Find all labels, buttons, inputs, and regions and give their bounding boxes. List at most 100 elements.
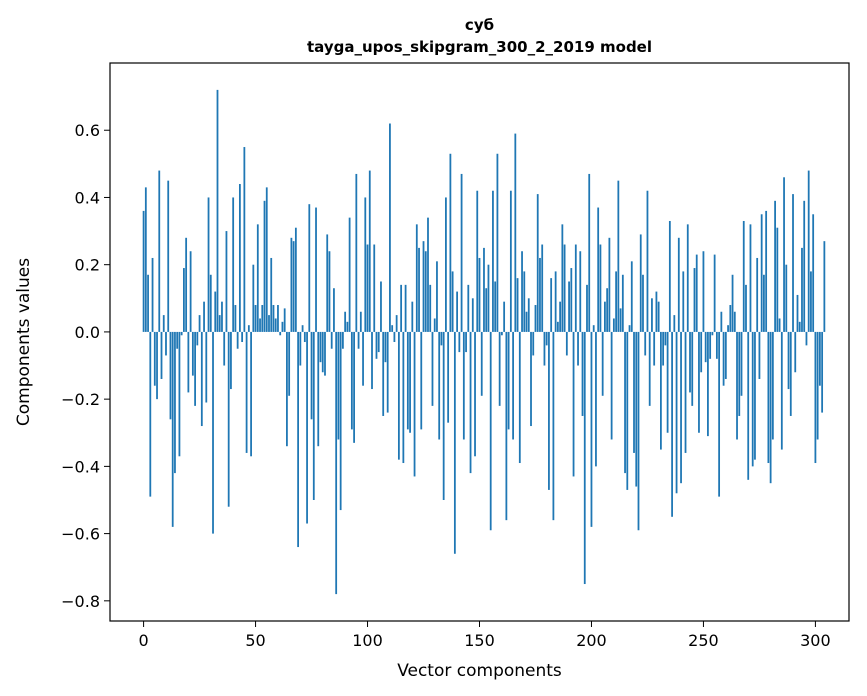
bar	[335, 331, 338, 595]
bar	[185, 237, 188, 332]
bar	[563, 244, 566, 332]
bar	[565, 331, 568, 356]
bar	[187, 331, 190, 393]
bar	[389, 123, 391, 332]
bar	[373, 244, 376, 332]
bar	[695, 254, 698, 332]
bar	[700, 331, 703, 373]
y-axis-label: Components values	[14, 258, 34, 426]
bar	[807, 170, 810, 332]
bar	[196, 331, 199, 346]
bar	[348, 217, 351, 332]
bar	[397, 331, 400, 460]
bar	[518, 331, 521, 464]
bar	[577, 331, 579, 366]
bar	[216, 89, 219, 332]
bar	[754, 331, 756, 460]
bar	[559, 301, 562, 332]
x-tick-label: 50	[245, 631, 265, 650]
bar	[393, 331, 396, 342]
bar	[169, 331, 172, 420]
bar	[530, 331, 532, 427]
bar	[545, 331, 548, 346]
bar	[534, 305, 537, 332]
bar	[624, 331, 626, 474]
bar	[539, 257, 541, 332]
bar	[771, 331, 774, 440]
bar	[384, 331, 387, 363]
bar	[337, 331, 340, 440]
bar	[359, 311, 362, 332]
bar	[736, 331, 738, 440]
bar	[671, 331, 673, 517]
bar	[568, 281, 570, 332]
bar	[306, 331, 308, 524]
bar	[395, 315, 398, 332]
bar	[675, 331, 678, 494]
bar	[438, 331, 441, 440]
bar	[377, 331, 380, 353]
bar	[536, 194, 539, 332]
bar	[254, 305, 257, 332]
bar	[570, 268, 573, 332]
bar	[789, 331, 792, 416]
bar	[698, 331, 700, 433]
bar	[274, 318, 277, 332]
bar	[279, 331, 282, 336]
bar	[765, 210, 768, 332]
bar	[581, 331, 584, 416]
bar	[404, 284, 407, 332]
bar	[745, 284, 747, 332]
bar	[344, 311, 347, 332]
bar	[250, 331, 252, 457]
bar	[375, 331, 378, 359]
bar	[236, 331, 239, 349]
bar	[465, 331, 467, 353]
bar	[756, 257, 759, 332]
y-tick-label: 0.0	[75, 323, 100, 342]
bar	[805, 331, 808, 346]
chart-subtitle: tayga_upos_skipgram_300_2_2019 model	[307, 38, 652, 56]
bar	[400, 284, 403, 332]
bar	[637, 331, 640, 531]
bar	[467, 284, 470, 332]
bar	[183, 268, 185, 332]
bar	[415, 224, 418, 332]
bar	[427, 217, 429, 332]
bar	[290, 237, 293, 332]
bar	[225, 231, 228, 332]
bar	[619, 308, 622, 332]
bar	[554, 271, 557, 332]
bar	[561, 224, 564, 332]
bar	[171, 331, 174, 527]
bar	[626, 331, 629, 490]
bar	[489, 331, 492, 531]
bar	[353, 331, 355, 443]
bar	[234, 305, 237, 332]
bar	[639, 234, 642, 332]
bar	[801, 247, 803, 332]
bar	[176, 331, 179, 349]
bar	[615, 271, 617, 332]
bar	[453, 331, 456, 554]
bar	[505, 331, 508, 521]
bar	[445, 197, 447, 332]
bar	[268, 315, 270, 332]
bar	[256, 224, 259, 332]
bar	[548, 331, 550, 490]
bar	[597, 207, 600, 332]
bar	[357, 331, 360, 349]
bar	[711, 331, 714, 336]
bar	[167, 180, 170, 332]
bar	[214, 291, 217, 332]
bar	[722, 331, 725, 386]
bar	[243, 147, 246, 332]
y-tick-label: 0.6	[75, 121, 100, 140]
bar	[487, 264, 490, 332]
bar	[232, 197, 235, 332]
plot-frame	[109, 62, 850, 622]
y-tick-label: −0.2	[61, 390, 100, 409]
bar	[776, 227, 779, 332]
bar	[272, 305, 275, 332]
